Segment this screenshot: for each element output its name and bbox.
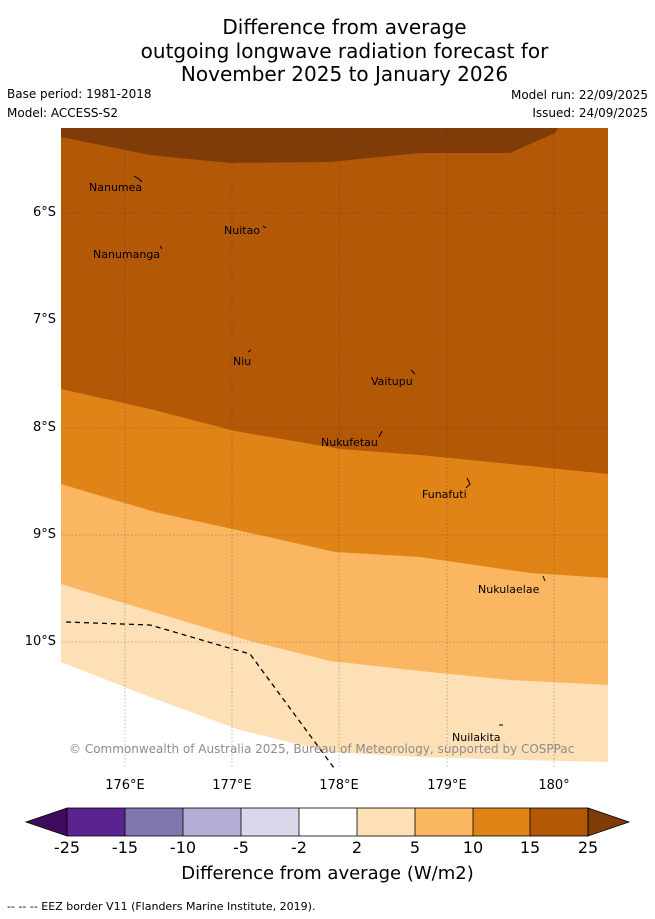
lat-label-10s: 10°S xyxy=(24,634,56,649)
colorbar-swatch xyxy=(415,808,473,836)
colorbar-tick: 5 xyxy=(409,838,421,857)
colorbar xyxy=(24,807,631,837)
place-label: Niu xyxy=(233,355,252,368)
colorbar-swatch xyxy=(357,808,415,836)
colorbar-swatch xyxy=(299,808,357,836)
colorbar-tick: -15 xyxy=(111,838,139,857)
title-line-3: November 2025 to January 2026 xyxy=(180,62,509,86)
base-period: Base period: 1981-2018 xyxy=(7,87,152,101)
lat-label-6s: 6°S xyxy=(32,205,56,220)
colorbar-swatch xyxy=(125,808,183,836)
issued-date: Issued: 24/09/2025 xyxy=(532,106,648,120)
lon-label-178e: 178°E xyxy=(319,778,359,793)
colorbar-tick: 25 xyxy=(577,838,599,857)
colorbar-swatch xyxy=(241,808,299,836)
colorbar-tick: -2 xyxy=(291,838,307,857)
colorbar-tick: 10 xyxy=(462,838,484,857)
colorbar-low-arrow xyxy=(24,807,68,837)
place-label: Nukulaelae xyxy=(478,583,540,596)
colorbar-tick: -5 xyxy=(233,838,249,857)
eez-footnote: -- -- -- EEZ border V11 (Flanders Marine… xyxy=(7,900,316,913)
lon-label-180: 180° xyxy=(538,778,570,793)
colorbar-swatch xyxy=(530,808,588,836)
colorbar-tick: 2 xyxy=(351,838,363,857)
colorbar-swatch xyxy=(67,808,125,836)
place-label: Nukufetau xyxy=(321,436,378,449)
model-name: Model: ACCESS-S2 xyxy=(7,106,119,120)
lon-label-177e: 177°E xyxy=(212,778,252,793)
band-neutral xyxy=(61,662,608,768)
colorbar-swatch xyxy=(183,808,241,836)
place-label: Vaitupu xyxy=(371,375,413,388)
eez-border xyxy=(65,621,335,768)
colorbar-high-arrow xyxy=(587,807,631,837)
title-line-1: Difference from average xyxy=(222,15,467,39)
place-label: Nanumea xyxy=(89,181,143,194)
place-label: Nuitao xyxy=(224,224,261,237)
colorbar-swatch xyxy=(473,808,530,836)
place-label: Nuilakita xyxy=(452,731,501,744)
place-label: Nanumanga xyxy=(93,248,161,261)
colorbar-label: Difference from average (W/m2) xyxy=(181,863,474,884)
copyright-notice: © Commonwealth of Australia 2025, Bureau… xyxy=(69,742,575,756)
title-line-2: outgoing longwave radiation forecast for xyxy=(140,38,549,63)
islands xyxy=(133,175,546,726)
colorbar-tick: -10 xyxy=(169,838,197,857)
lat-label-7s: 7°S xyxy=(32,312,56,327)
lat-label-9s: 9°S xyxy=(32,527,56,542)
map-title: Difference from average outgoing longwav… xyxy=(0,15,655,87)
place-label: Funafuti xyxy=(422,488,467,501)
colorbar-tick: 15 xyxy=(519,838,541,857)
colorbar-tick: -25 xyxy=(53,838,81,857)
lat-label-8s: 8°S xyxy=(32,420,56,435)
contour-field xyxy=(61,128,608,768)
lon-label-179e: 179°E xyxy=(427,778,467,793)
lon-label-176e: 176°E xyxy=(105,778,145,793)
model-run: Model run: 22/09/2025 xyxy=(510,88,648,102)
graticule xyxy=(61,128,608,768)
